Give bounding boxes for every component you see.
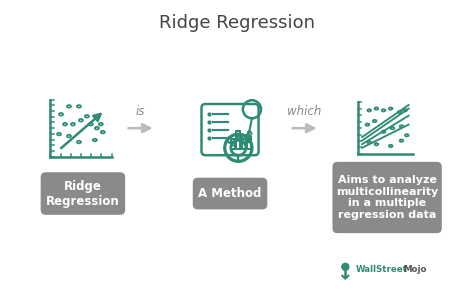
Text: Ridge Regression: Ridge Regression: [159, 14, 315, 32]
Text: Aims to analyze
multicollinearity
in a multiple
regression data: Aims to analyze multicollinearity in a m…: [336, 175, 438, 220]
Text: WallStreet: WallStreet: [356, 265, 407, 274]
Text: Ridge
Regression: Ridge Regression: [46, 180, 120, 207]
Bar: [247, 137, 251, 149]
FancyBboxPatch shape: [332, 162, 442, 233]
Bar: [237, 132, 240, 149]
Bar: [231, 139, 235, 149]
Bar: [242, 135, 246, 149]
Circle shape: [342, 263, 349, 270]
Text: which: which: [287, 105, 322, 118]
Text: is: is: [136, 105, 145, 118]
Text: Mojo: Mojo: [403, 265, 427, 274]
FancyBboxPatch shape: [41, 172, 125, 215]
FancyBboxPatch shape: [193, 178, 267, 210]
Text: A Method: A Method: [198, 187, 262, 200]
